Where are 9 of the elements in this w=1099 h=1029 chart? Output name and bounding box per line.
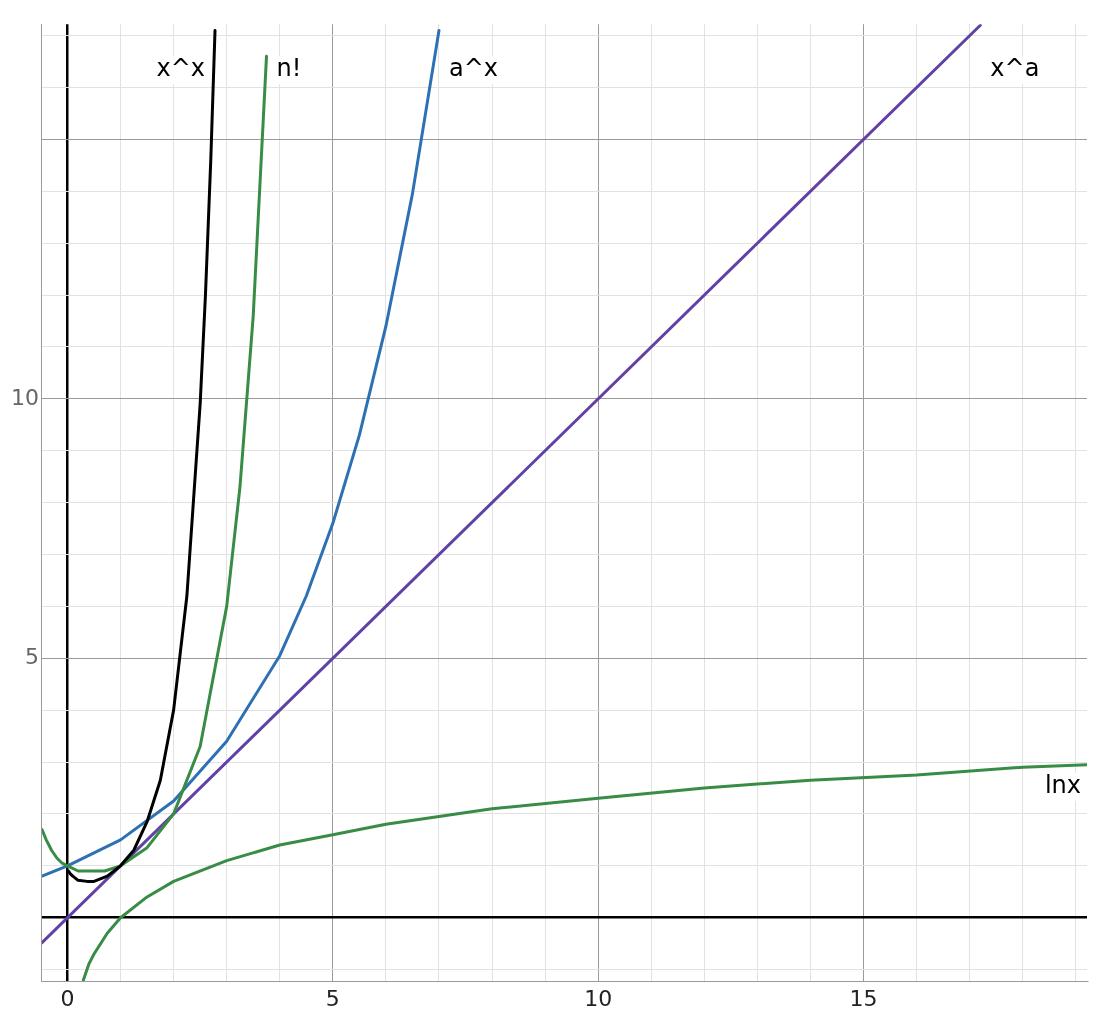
x-tick-label: 10 (584, 985, 613, 1011)
series-label: n! (276, 54, 302, 83)
series-label: x^x (156, 54, 206, 83)
x-tick-label: 0 (60, 985, 75, 1011)
series-label: lnx (1044, 770, 1082, 799)
x-tick-label: 15 (849, 985, 878, 1011)
x-tick-label: 5 (325, 985, 340, 1011)
series-label: x^a (990, 54, 1040, 83)
series-label: a^x (448, 54, 499, 83)
